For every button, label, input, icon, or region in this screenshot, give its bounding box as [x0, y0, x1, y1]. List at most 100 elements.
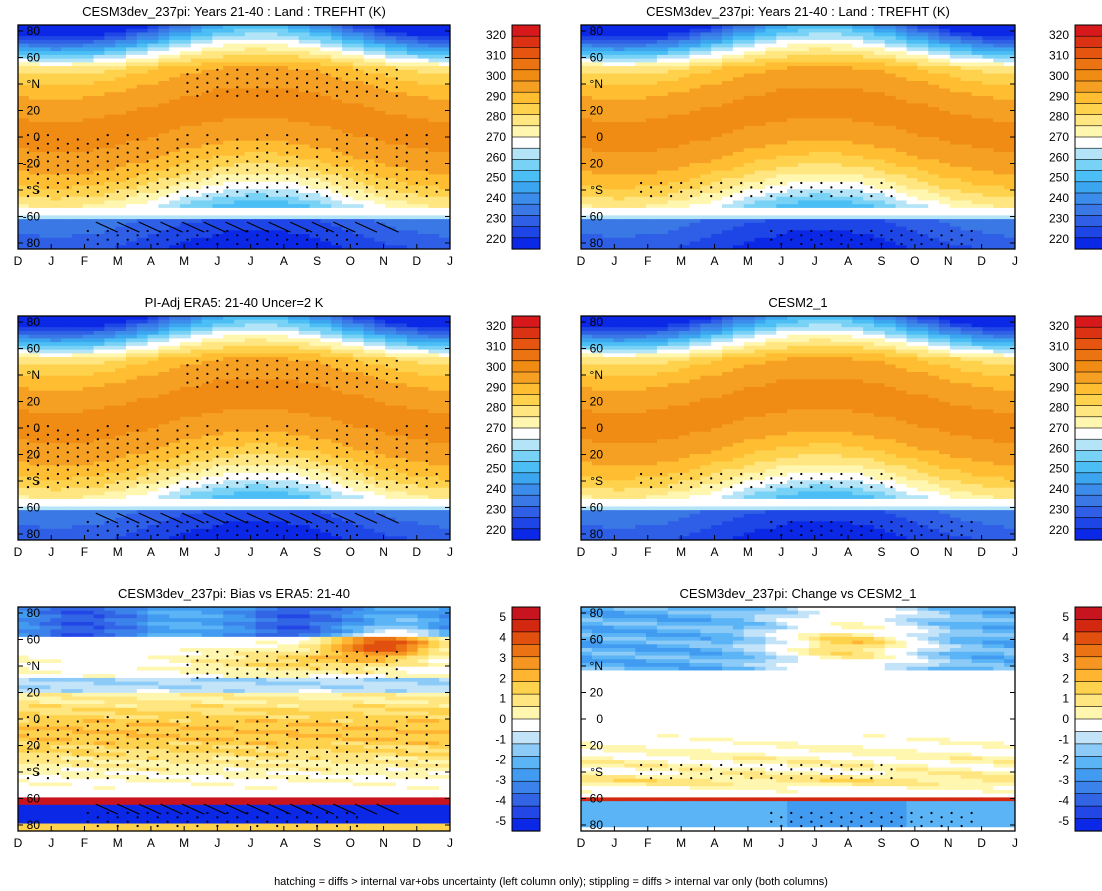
heatmap-cell [581, 69, 593, 75]
heatmap-cell [147, 133, 159, 138]
heatmap-cell [158, 36, 170, 41]
heatmap-cell [819, 81, 832, 86]
heatmap-cell [700, 95, 712, 101]
heatmap-cell [190, 196, 203, 202]
heatmap-cell [808, 185, 821, 190]
heatmap-cell [352, 222, 365, 228]
heatmap-cell [39, 200, 51, 205]
stipple-dot [395, 86, 398, 89]
heatmap-cell [298, 114, 311, 119]
heatmap-cell [895, 69, 908, 75]
heatmap-cell [722, 32, 734, 37]
heatmap-cell [352, 234, 365, 239]
heatmap-cell [288, 77, 300, 82]
heatmap-cell [917, 81, 929, 86]
stipple-dot [136, 190, 139, 193]
heatmap-cell [917, 25, 929, 30]
heatmap-cell [700, 103, 712, 108]
stipple-dot [286, 151, 289, 154]
heatmap-cell [656, 181, 669, 187]
heatmap-cell [212, 230, 224, 235]
heatmap-cell [93, 222, 105, 228]
heatmap-cell [982, 114, 994, 119]
heatmap-cell [439, 84, 450, 90]
heatmap-cell [971, 118, 984, 123]
heatmap-cell [646, 166, 658, 172]
heatmap-cell [342, 69, 354, 75]
heatmap-cell [776, 125, 788, 131]
stipple-dot [156, 234, 159, 237]
heatmap-cell [939, 95, 951, 101]
heatmap-cell [136, 51, 149, 56]
heatmap-cell [841, 32, 853, 37]
heatmap-cell [841, 215, 853, 220]
heatmap-cell [385, 99, 397, 104]
heatmap-cell [819, 110, 832, 116]
heatmap-cell [656, 95, 669, 101]
heatmap-cell [28, 107, 41, 112]
heatmap-cell [787, 58, 799, 63]
heatmap-cell [104, 51, 116, 56]
heatmap-cell [28, 54, 41, 60]
heatmap-cell [126, 230, 138, 235]
heatmap-cell [374, 28, 386, 34]
heatmap-cell [830, 25, 842, 30]
stipple-dot [126, 177, 129, 180]
heatmap-cell [93, 92, 105, 97]
heatmap-cell [808, 25, 821, 30]
heatmap-cell [917, 28, 929, 34]
heatmap-cell [104, 129, 116, 134]
heatmap-cell [169, 43, 181, 48]
heatmap-cell [884, 200, 897, 205]
heatmap-cell [288, 62, 300, 67]
heatmap-cell [126, 148, 138, 153]
heatmap-cell [18, 234, 30, 239]
heatmap-cell [1004, 163, 1015, 168]
heatmap-cell [277, 159, 289, 164]
heatmap-cell [363, 77, 375, 82]
heatmap-cell [212, 66, 224, 71]
heatmap-cell [212, 215, 224, 220]
heatmap-cell [180, 178, 192, 183]
heatmap-cell [581, 155, 593, 160]
heatmap-cell [428, 241, 440, 246]
heatmap-cell [949, 159, 962, 164]
heatmap-cell [212, 73, 224, 78]
heatmap-cell [819, 181, 832, 187]
heatmap-cell [298, 222, 311, 228]
heatmap-cell [667, 170, 680, 175]
heatmap-cell [895, 215, 908, 220]
heatmap-cell [678, 163, 691, 168]
heatmap-cell [266, 54, 278, 60]
heatmap-cell [342, 77, 354, 82]
heatmap-cell [646, 215, 658, 220]
stipple-dot [176, 147, 179, 150]
heatmap-cell [830, 54, 842, 60]
heatmap-cell [906, 51, 918, 56]
heatmap-cell [895, 151, 908, 157]
heatmap-cell [613, 114, 625, 119]
heatmap-cell [808, 73, 821, 78]
heatmap-cell [798, 159, 810, 164]
heatmap-cell [39, 151, 51, 157]
heatmap-cell [320, 140, 332, 146]
stipple-dot [226, 73, 229, 76]
heatmap-cell [841, 144, 853, 149]
heatmap-cell [277, 95, 289, 101]
heatmap-cell [331, 69, 343, 75]
heatmap-cell [602, 170, 615, 175]
heatmap-cell [917, 47, 929, 52]
heatmap-cell [591, 170, 604, 175]
heatmap-cell [417, 226, 429, 231]
heatmap-cell [190, 28, 203, 34]
heatmap-cell [93, 174, 105, 179]
heatmap-cell [363, 54, 375, 60]
heatmap-cell [93, 28, 105, 34]
stipple-dot [335, 147, 339, 150]
heatmap-cell [960, 62, 973, 67]
heatmap-cell [201, 204, 213, 209]
heatmap-cell [298, 118, 311, 123]
heatmap-cell [331, 204, 343, 209]
heatmap-cell [266, 99, 278, 104]
heatmap-cell [841, 148, 853, 153]
